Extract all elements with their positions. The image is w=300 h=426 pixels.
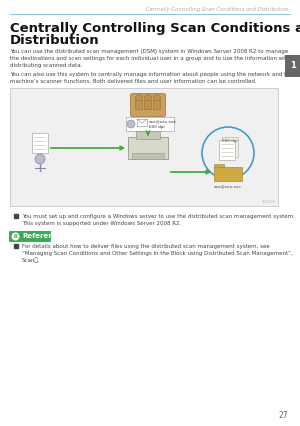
Text: Centrally Controlling Scan Conditions and Distribution: Centrally Controlling Scan Conditions an… xyxy=(146,7,288,12)
FancyBboxPatch shape xyxy=(126,117,174,131)
FancyBboxPatch shape xyxy=(9,231,51,242)
Text: 600 dpi: 600 dpi xyxy=(149,125,164,129)
FancyBboxPatch shape xyxy=(154,101,160,109)
Text: Reference: Reference xyxy=(22,233,62,239)
Text: 600 dpi: 600 dpi xyxy=(222,139,238,143)
Text: 27: 27 xyxy=(278,411,288,420)
Text: R: R xyxy=(14,234,17,239)
Text: You can use the distributed scan management (DSM) system in Windows Server 2008 : You can use the distributed scan managem… xyxy=(10,49,294,68)
FancyBboxPatch shape xyxy=(132,153,164,159)
FancyBboxPatch shape xyxy=(10,88,278,206)
Text: xxx@xxx.xxx: xxx@xxx.xxx xyxy=(214,185,242,189)
Text: You must set up and configure a Windows server to use the distributed scan manag: You must set up and configure a Windows … xyxy=(22,214,295,226)
Circle shape xyxy=(11,233,20,241)
FancyBboxPatch shape xyxy=(285,55,300,77)
Text: xxx@xxx.xxx: xxx@xxx.xxx xyxy=(149,120,177,124)
Text: XXXXXX: XXXXXX xyxy=(262,200,276,204)
FancyBboxPatch shape xyxy=(32,133,48,153)
Text: Centrally Controlling Scan Conditions and: Centrally Controlling Scan Conditions an… xyxy=(10,22,300,35)
FancyBboxPatch shape xyxy=(136,131,160,139)
Circle shape xyxy=(136,95,142,101)
FancyBboxPatch shape xyxy=(219,140,235,160)
Text: 1: 1 xyxy=(290,61,296,70)
FancyBboxPatch shape xyxy=(130,93,166,116)
FancyBboxPatch shape xyxy=(214,164,224,168)
Circle shape xyxy=(127,120,135,128)
FancyBboxPatch shape xyxy=(136,101,142,109)
Circle shape xyxy=(145,95,152,101)
Text: Distribution: Distribution xyxy=(10,34,100,47)
Circle shape xyxy=(154,95,160,101)
FancyBboxPatch shape xyxy=(214,167,242,181)
Text: For details about how to deliver files using the distributed scan management sys: For details about how to deliver files u… xyxy=(22,244,293,263)
FancyBboxPatch shape xyxy=(216,169,244,183)
Circle shape xyxy=(35,154,45,164)
FancyBboxPatch shape xyxy=(145,101,152,109)
FancyBboxPatch shape xyxy=(222,137,238,157)
Text: You can also use this system to centrally manage information about people using : You can also use this system to centrall… xyxy=(10,72,293,84)
FancyBboxPatch shape xyxy=(128,137,168,159)
FancyBboxPatch shape xyxy=(137,119,147,126)
